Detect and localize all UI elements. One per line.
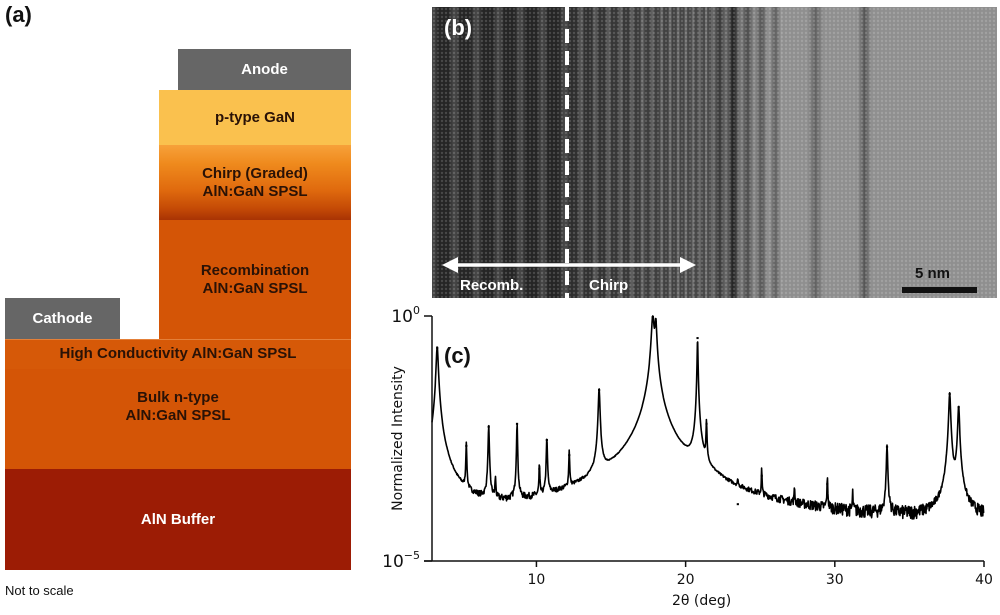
chirp-spsl-layer: Chirp (Graded) AlN:GaN SPSL [159, 145, 351, 220]
chirp-label-line2: AlN:GaN SPSL [202, 182, 308, 200]
arrow-left-head-icon [442, 257, 458, 273]
p-type-gan-layer: p-type GaN [159, 90, 351, 145]
chirp-label-line1: Chirp (Graded) [202, 164, 308, 182]
cathode-layer: Cathode [5, 298, 120, 339]
x-tick-label: 40 [975, 572, 993, 588]
bulk-label-line1: Bulk n-type [137, 389, 219, 406]
y-tick-label: 100 [391, 304, 420, 327]
aln-buffer-layer: AlN Buffer [5, 469, 351, 570]
layer-divider [5, 339, 351, 340]
double-arrow [442, 257, 696, 273]
chirp-region-label: Chirp [589, 277, 629, 294]
panel-b-label: (b) [444, 15, 473, 40]
bulk-label-line2: AlN:GaN SPSL [125, 407, 231, 424]
x-tick-label: 10 [528, 572, 546, 588]
x-tick-label: 20 [677, 572, 695, 588]
scale-bar [902, 287, 977, 293]
high-conductivity-label: High Conductivity AlN:GaN SPSL [59, 345, 297, 362]
x-axis-label: 2θ (deg) [672, 593, 731, 609]
recombination-label-line1: Recombination [200, 262, 310, 279]
p-type-gan-label: p-type GaN [214, 108, 295, 126]
not-to-scale-note: Not to scale [5, 583, 74, 598]
plot-area [431, 315, 985, 520]
high-conductivity-spsl-layer: High Conductivity AlN:GaN SPSL [5, 339, 351, 369]
xrd-chart: 10 20 30 40 100 10−5 Normalized Intensity 2θ … [382, 304, 993, 609]
xrd-series-line [431, 315, 985, 520]
y-axis-label: Normalized Intensity [390, 366, 406, 511]
recombination-label-line2: AlN:GaN SPSL [202, 280, 308, 297]
y-tick-label: 10−5 [382, 549, 420, 572]
aln-buffer-label: AlN Buffer [140, 510, 216, 528]
anode-label: Anode [241, 60, 288, 78]
tem-image: (b) Recomb. Chirp 5 nm [432, 7, 997, 298]
arrow-right-head-icon [680, 257, 696, 273]
ticks: 10 20 30 40 100 10−5 [382, 304, 993, 588]
recombination-spsl-layer: Recombination AlN:GaN SPSL [159, 220, 351, 340]
panel-c-label: (c) [444, 343, 471, 368]
bulk-n-type-spsl-layer: Bulk n-type AlN:GaN SPSL [5, 369, 351, 469]
scale-bar-label: 5 nm [915, 265, 951, 282]
recomb-region-label: Recomb. [460, 277, 524, 294]
x-tick-label: 30 [826, 572, 844, 588]
panel-a-label: (a) [5, 2, 32, 27]
tem-lattice-image [432, 7, 997, 298]
atomic-lattice-texture [432, 7, 997, 298]
cathode-label: Cathode [32, 309, 93, 327]
anode-layer: Anode [178, 49, 351, 90]
